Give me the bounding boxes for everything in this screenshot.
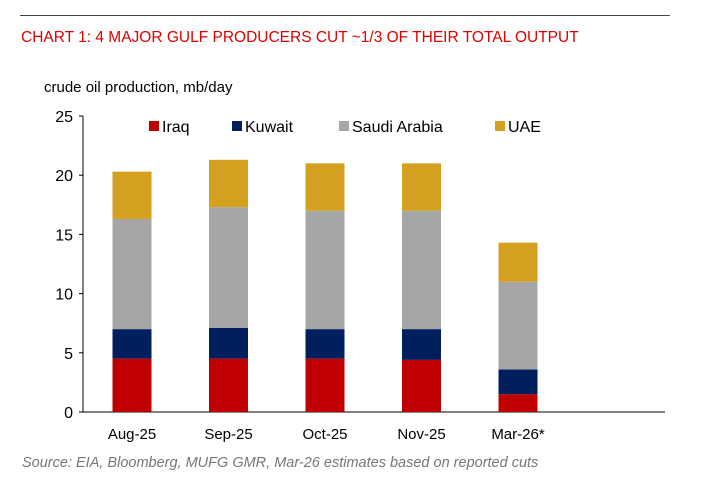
y-tick-label: 10 — [55, 287, 73, 304]
bar-uae — [498, 242, 538, 282]
bar-iraq — [209, 358, 248, 412]
legend-swatch — [232, 121, 242, 131]
legend-label: Iraq — [162, 119, 190, 136]
legend-label: UAE — [508, 119, 541, 136]
bar-uae — [209, 159, 248, 208]
bar-iraq — [112, 358, 152, 412]
x-tick-label: Nov-25 — [397, 426, 445, 443]
y-tick-label: 20 — [55, 168, 73, 185]
source-note: Source: EIA, Bloomberg, MUFG GMR, Mar-26… — [22, 455, 539, 471]
legend-label: Kuwait — [245, 119, 294, 136]
bar-iraq — [498, 394, 538, 412]
x-tick-label: Mar-26* — [491, 426, 545, 443]
bar-kuwait — [498, 369, 538, 395]
y-tick-label: 5 — [64, 346, 73, 363]
bar-saudi-arabia — [305, 210, 345, 330]
legend-label: Saudi Arabia — [352, 119, 443, 136]
bar-uae — [305, 163, 345, 211]
y-tick-label: 15 — [55, 227, 73, 244]
y-axis-label: crude oil production, mb/day — [44, 79, 233, 96]
bar-uae — [402, 163, 441, 211]
bar-iraq — [305, 358, 345, 412]
y-tick-label: 0 — [64, 405, 73, 422]
bar-saudi-arabia — [402, 210, 441, 330]
bar-saudi-arabia — [209, 207, 248, 328]
bar-kuwait — [305, 329, 345, 359]
x-tick-label: Oct-25 — [302, 426, 347, 443]
bar-iraq — [402, 359, 441, 412]
x-tick-label: Aug-25 — [108, 426, 156, 443]
legend-swatch — [339, 121, 349, 131]
bar-uae — [112, 171, 152, 220]
bar-saudi-arabia — [498, 281, 538, 370]
x-tick-label: Sep-25 — [204, 426, 252, 443]
chart-title: CHART 1: 4 MAJOR GULF PRODUCERS CUT ~1/3… — [21, 29, 579, 46]
top-rule — [20, 15, 670, 16]
bar-kuwait — [112, 329, 152, 359]
legend-swatch — [149, 121, 159, 131]
legend-swatch — [495, 121, 505, 131]
bar-kuwait — [209, 327, 248, 359]
y-tick-label: 25 — [55, 109, 73, 126]
bar-saudi-arabia — [112, 219, 152, 330]
bar-kuwait — [402, 329, 441, 360]
